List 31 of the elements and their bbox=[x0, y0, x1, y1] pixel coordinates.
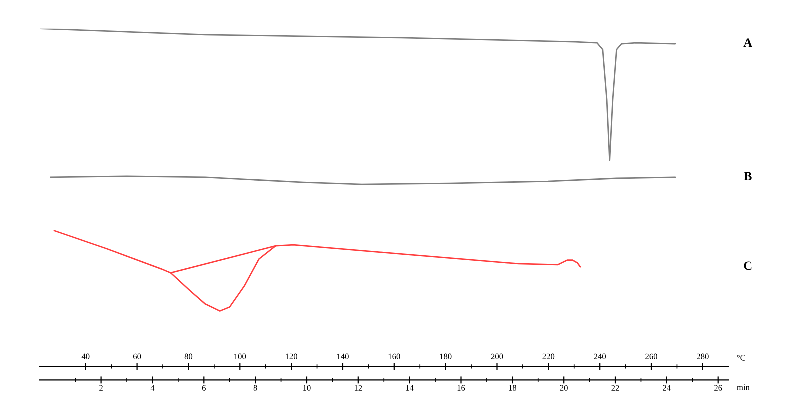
x-axis-title: °C bbox=[737, 355, 746, 361]
x2-tick-label: 10 bbox=[304, 385, 311, 391]
x-tick-label: 60 bbox=[133, 354, 142, 360]
x-tick-label: 140 bbox=[337, 354, 349, 360]
x-tick-label: 220 bbox=[542, 354, 555, 360]
x2-tick-label: 6 bbox=[202, 385, 206, 391]
x-tick-label: 80 bbox=[184, 354, 193, 360]
x-tick-label: 120 bbox=[286, 354, 298, 360]
x2-tick-label: 18 bbox=[509, 385, 517, 391]
x-tick-label: 100 bbox=[234, 354, 246, 360]
text: A bbox=[744, 38, 753, 48]
x2-tick-label: 26 bbox=[714, 385, 722, 391]
x2-tick-label: 20 bbox=[560, 385, 568, 391]
text: B bbox=[744, 172, 752, 181]
x-tick-label: 160 bbox=[388, 354, 400, 360]
x2-axis-title: min bbox=[737, 384, 750, 390]
x2-tick-label: 4 bbox=[150, 385, 155, 391]
x2-tick-label: 16 bbox=[458, 385, 466, 391]
x2-tick-label: 14 bbox=[406, 385, 414, 391]
x-tick-label: 280 bbox=[697, 354, 709, 360]
x2-tick-label: 22 bbox=[612, 385, 620, 391]
x2-tick-label: 8 bbox=[254, 385, 258, 391]
x-tick-label: 200 bbox=[491, 354, 504, 360]
x2-tick-label: 24 bbox=[663, 385, 671, 391]
x-tick-label: 40 bbox=[82, 354, 90, 360]
x2-tick-label: 2 bbox=[100, 385, 103, 391]
x2-tick-label: 12 bbox=[354, 385, 362, 391]
text: C bbox=[744, 262, 752, 270]
x-tick-label: 260 bbox=[646, 354, 658, 360]
x-tick-label: 180 bbox=[440, 354, 452, 360]
x-tick-label: 240 bbox=[594, 354, 606, 360]
